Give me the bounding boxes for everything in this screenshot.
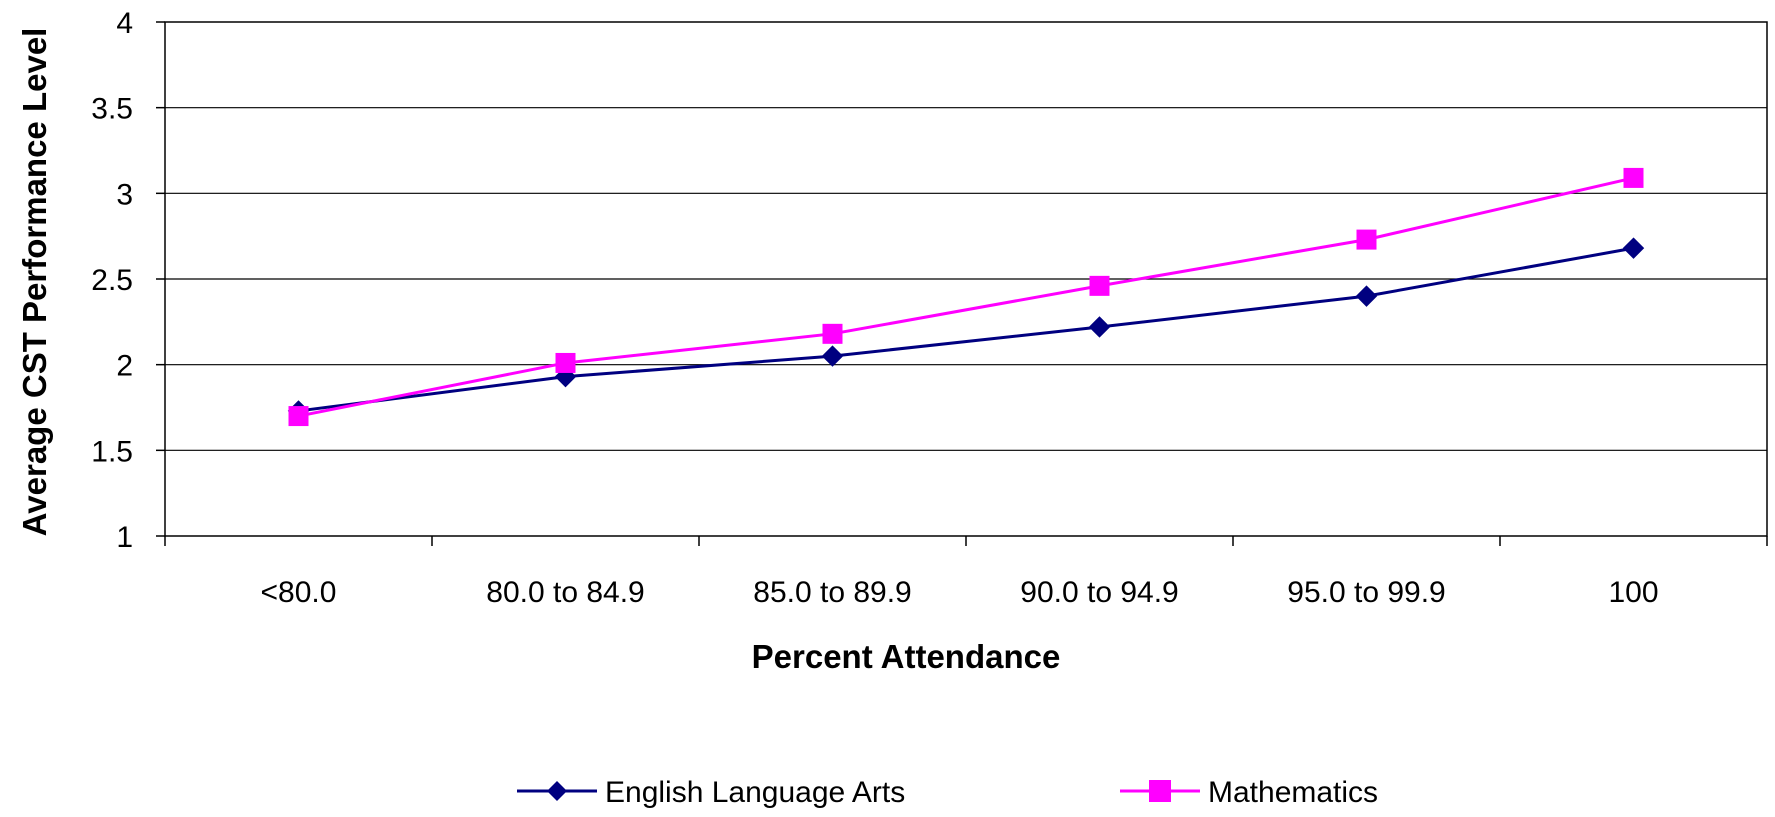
series-english [287,237,1645,422]
data-point [821,345,844,367]
legend-label-english: English Language Arts [605,776,905,809]
y-axis-title: Average CST Performance Level [16,28,53,537]
series-line [298,246,1634,413]
legend-item-mathematics: Mathematics [1120,776,1378,809]
y-tick-label: 1 [116,521,133,554]
axes: 1 1.5 2 2.5 3 3.5 4 <80.0 80.0 to 84.9 85.0 to 89… [91,7,1768,609]
x-tick-label: 85.0 to 89.9 [753,576,911,609]
data-point [822,323,843,344]
x-tick-label: <80.0 [261,576,337,609]
x-tick-label: 80.0 to 84.9 [486,576,644,609]
y-tick-label: 3.5 [91,93,133,126]
legend-marker-mathematics [1149,780,1171,802]
x-tick-label: 90.0 to 94.9 [1020,576,1178,609]
data-point [1089,275,1110,296]
data-point [1622,237,1645,259]
y-tick-label: 2 [116,350,133,383]
y-tick-label: 2.5 [91,264,133,297]
data-point [1355,285,1378,307]
series-group [287,167,1645,427]
x-axis-title: Percent Attendance [752,638,1061,675]
data-point [1623,167,1644,188]
gridlines [165,107,1767,451]
data-point [1356,229,1377,250]
x-tick-label: 100 [1608,576,1658,609]
legend-marker-english [547,781,567,801]
data-point [555,352,576,373]
y-tick-label: 3 [116,178,133,211]
data-point [288,406,309,427]
series-line [298,176,1634,418]
legend-item-english: English Language Arts [517,776,905,809]
legend: English Language Arts Mathematics [517,776,1378,809]
series-mathematics [288,167,1644,427]
y-tick-label: 1.5 [91,435,133,468]
legend-label-mathematics: Mathematics [1208,776,1378,809]
data-point [1088,316,1111,338]
x-tick-label: 95.0 to 99.9 [1287,576,1445,609]
y-tick-label: 4 [116,7,133,40]
